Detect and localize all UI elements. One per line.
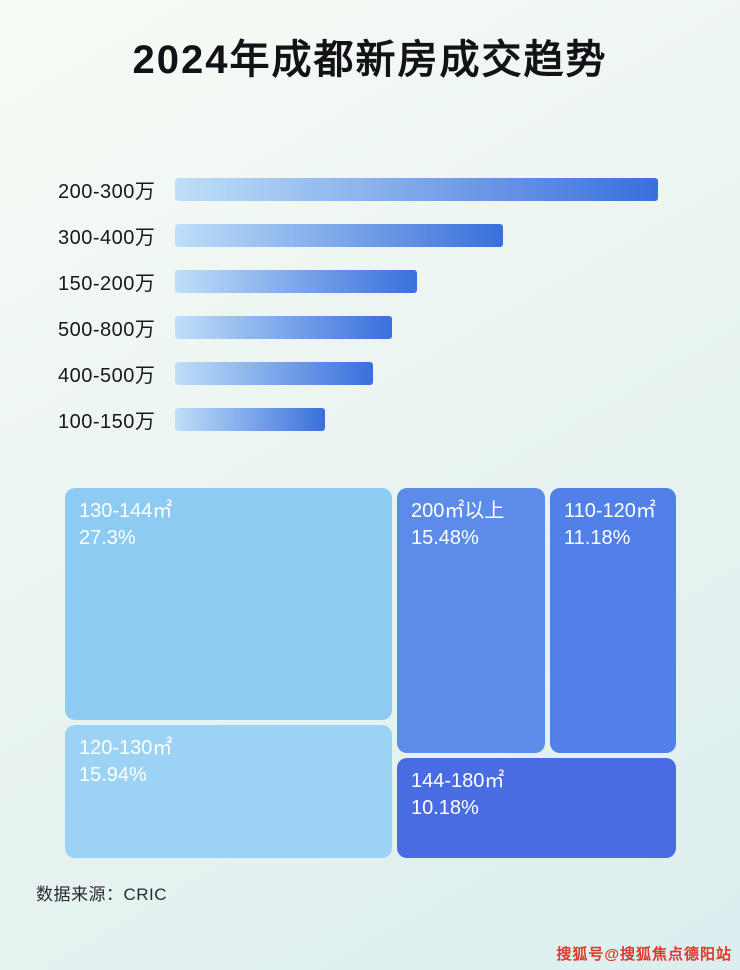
bar-row: 300-400万 bbox=[58, 212, 740, 258]
bar bbox=[175, 223, 503, 247]
treemap-percent: 15.48% bbox=[411, 527, 479, 549]
treemap-block: 144-180㎡ 10.18% bbox=[397, 758, 676, 858]
bar bbox=[175, 269, 417, 293]
treemap-percent: 11.18% bbox=[564, 527, 631, 549]
bar bbox=[175, 361, 373, 385]
price-range-bar-chart: 200-300万 300-400万 150-200万 500-800万 400-500万… bbox=[0, 166, 740, 442]
treemap-block: 110-120㎡ 11.18% bbox=[550, 488, 676, 753]
bar-category-label: 150-200万 bbox=[58, 272, 156, 295]
bar-row: 200-300万 bbox=[58, 166, 740, 212]
data-source: 数据来源：CRIC bbox=[36, 885, 168, 904]
bar bbox=[175, 177, 658, 201]
bar bbox=[175, 407, 325, 431]
bar-category-label: 300-400万 bbox=[58, 226, 156, 249]
bar-row: 500-800万 bbox=[58, 304, 740, 350]
bar-row: 150-200万 bbox=[58, 258, 740, 304]
treemap-percent: 10.18% bbox=[411, 797, 479, 819]
area-share-treemap: 130-144㎡ 27.3% 120-130㎡ 15.94% 200㎡以上 15.48% 1… bbox=[65, 488, 676, 858]
treemap-block: 200㎡以上 15.48% bbox=[397, 488, 545, 753]
treemap-label: 120-130㎡ bbox=[79, 737, 173, 759]
treemap-label: 110-120㎡ bbox=[564, 500, 656, 522]
bar-category-label: 500-800万 bbox=[58, 318, 156, 341]
treemap-label: 200㎡以上 bbox=[411, 500, 505, 522]
bar-row: 100-150万 bbox=[58, 396, 740, 442]
bar-row: 400-500万 bbox=[58, 350, 740, 396]
bar-category-label: 200-300万 bbox=[58, 180, 156, 203]
treemap-percent: 27.3% bbox=[79, 527, 136, 549]
bar bbox=[175, 315, 392, 339]
treemap-label: 130-144㎡ bbox=[79, 500, 173, 522]
watermark: 搜狐号@搜狐焦点德阳站 bbox=[556, 946, 732, 963]
treemap-label: 144-180㎡ bbox=[411, 770, 505, 792]
treemap-block: 120-130㎡ 15.94% bbox=[65, 725, 392, 858]
treemap-block: 130-144㎡ 27.3% bbox=[65, 488, 392, 720]
treemap-percent: 15.94% bbox=[79, 764, 147, 786]
page-title: 2024年成都新房成交趋势 bbox=[132, 38, 608, 82]
bar-category-label: 100-150万 bbox=[58, 410, 156, 433]
bar-category-label: 400-500万 bbox=[58, 364, 156, 387]
